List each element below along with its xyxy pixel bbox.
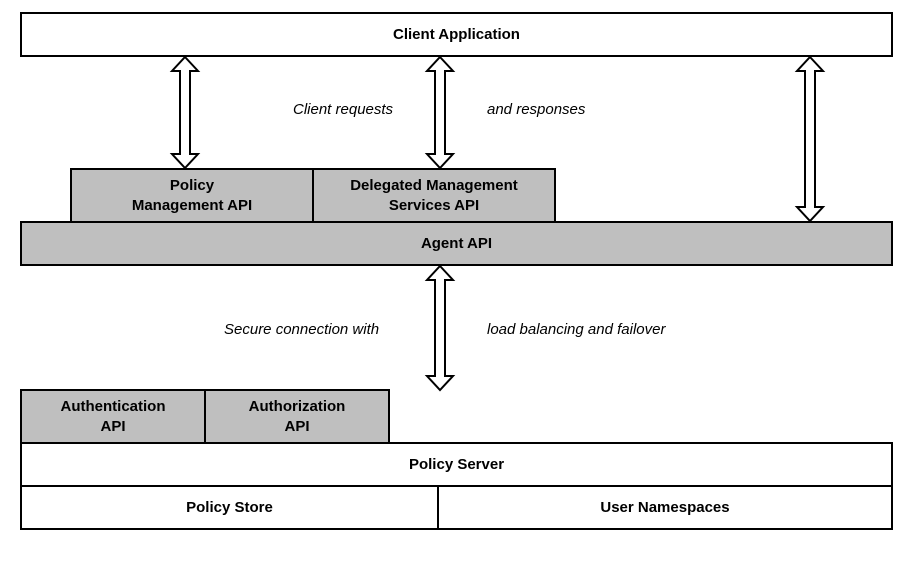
secure_right-caption: load balancing and failover bbox=[487, 321, 665, 338]
client_req_left-caption: Client requests bbox=[293, 101, 393, 118]
client_app-label: Client Application bbox=[393, 25, 520, 45]
user_ns-box: User Namespaces bbox=[437, 485, 893, 530]
policy_server-box: Policy Server bbox=[20, 442, 893, 487]
client_app-box: Client Application bbox=[20, 12, 893, 57]
auth_z_api-box: AuthorizationAPI bbox=[204, 389, 390, 444]
auth_z_api-label: AuthorizationAPI bbox=[249, 397, 346, 436]
arrow-2-icon bbox=[427, 57, 453, 168]
dms_api-label: Delegated ManagementServices API bbox=[350, 176, 518, 215]
agent_api-label: Agent API bbox=[421, 234, 492, 254]
secure_left-caption: Secure connection with bbox=[224, 321, 379, 338]
policy_server-label: Policy Server bbox=[409, 455, 504, 475]
agent_api-box: Agent API bbox=[20, 221, 893, 266]
arrow-4-icon bbox=[427, 266, 453, 390]
policy_mgmt_api-box: PolicyManagement API bbox=[70, 168, 314, 223]
auth_n_api-box: AuthenticationAPI bbox=[20, 389, 206, 444]
arrow-3-icon bbox=[797, 57, 823, 221]
client_req_right-caption: and responses bbox=[487, 101, 585, 118]
auth_n_api-label: AuthenticationAPI bbox=[61, 397, 166, 436]
policy_mgmt_api-label: PolicyManagement API bbox=[132, 176, 252, 215]
policy_store-box: Policy Store bbox=[20, 485, 439, 530]
arrow-1-icon bbox=[172, 57, 198, 168]
policy_store-label: Policy Store bbox=[186, 498, 273, 518]
dms_api-box: Delegated ManagementServices API bbox=[312, 168, 556, 223]
user_ns-label: User Namespaces bbox=[600, 498, 729, 518]
